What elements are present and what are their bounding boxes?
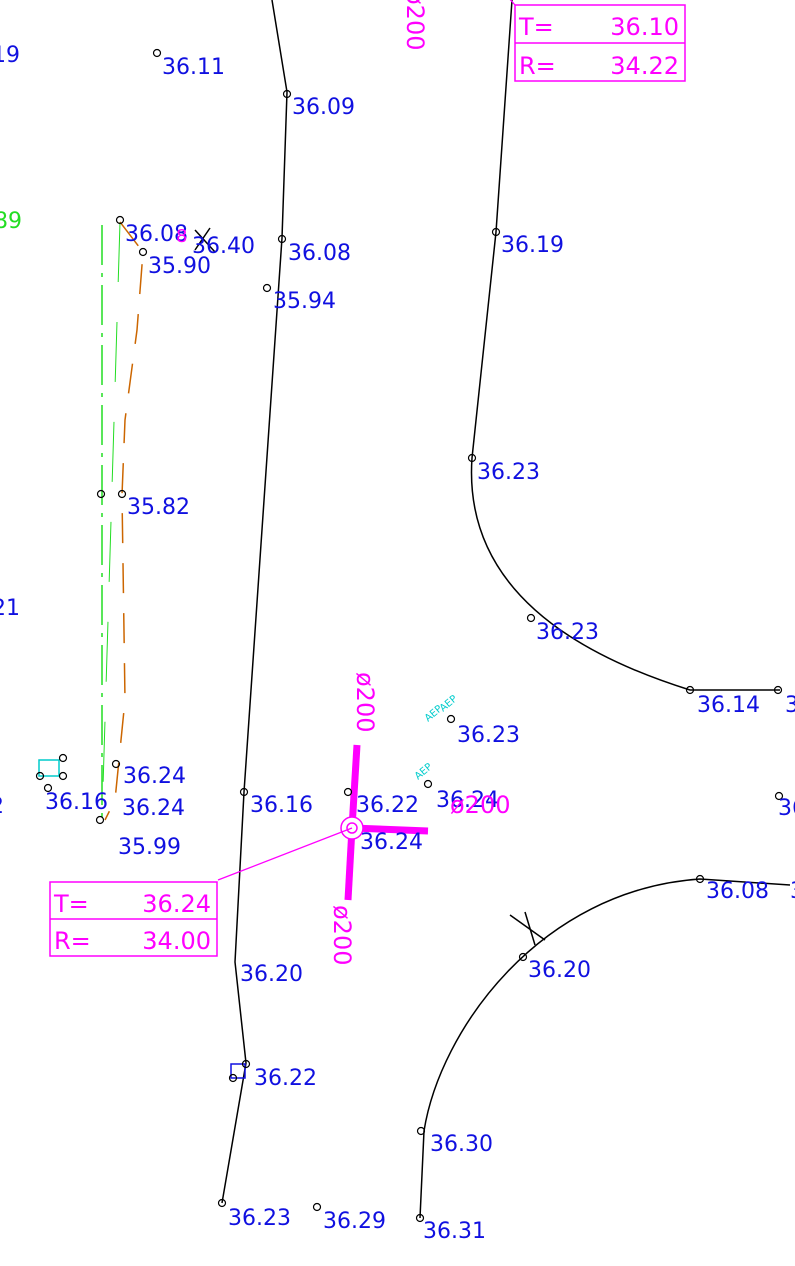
survey-point (60, 773, 67, 780)
elevation-label: 36.19 (501, 233, 564, 258)
pipe-label: ø200 (450, 791, 511, 819)
edge-label: 3 (790, 879, 795, 904)
elevation-label: 35.90 (148, 254, 211, 279)
linework (195, 0, 790, 1218)
elevation-label: 35.82 (127, 495, 190, 520)
survey-point (345, 789, 352, 796)
elevation-label: 35.94 (273, 289, 336, 314)
pipe-label: ø200 (351, 672, 379, 733)
elevation-label: 36.23 (536, 620, 599, 645)
elevation-label: 36.14 (697, 693, 760, 718)
elevation-label: 36.24 (123, 764, 186, 789)
survey-drawing: 1989212336336.1136.0936.0836.4035.9036.0… (0, 0, 795, 1261)
manhole-label: T= (518, 13, 554, 41)
survey-point (98, 491, 105, 498)
survey-point (140, 249, 147, 256)
elevation-label: 36.08 (288, 241, 351, 266)
curb-lines (102, 222, 143, 820)
elevation-label: 36.23 (477, 460, 540, 485)
marker-label: AEP (413, 762, 435, 783)
pipe-label: ø200 (401, 0, 429, 51)
survey-point (448, 716, 455, 723)
elevation-label: 36.20 (240, 962, 303, 987)
manhole-value: 36.10 (610, 13, 679, 41)
marker-label: 8 (176, 226, 187, 247)
elevation-label: 36.30 (430, 1132, 493, 1157)
elevation-label: 36.11 (162, 55, 225, 80)
elevation-label: 36.08 (706, 879, 769, 904)
manhole-label: R= (519, 52, 556, 80)
edge-label: 2 (0, 794, 4, 819)
elevation-label: 36.31 (423, 1219, 486, 1244)
edge-label: 36 (778, 796, 795, 821)
survey-point (264, 285, 271, 292)
elevation-label: 35.99 (118, 835, 181, 860)
manhole-value: 34.00 (142, 927, 211, 955)
survey-point (528, 615, 535, 622)
survey-point (154, 50, 161, 57)
elevation-label: 36.22 (356, 793, 419, 818)
survey-point (97, 817, 104, 824)
elevation-label: 36.20 (528, 958, 591, 983)
elevation-label: 36.09 (292, 95, 355, 120)
elevation-label: 36.24 (122, 796, 185, 821)
elevation-label: 36.29 (323, 1209, 386, 1234)
survey-point (314, 1204, 321, 1211)
elevation-label: 36.23 (457, 723, 520, 748)
manhole-value: 34.22 (610, 52, 679, 80)
manhole-label: T= (53, 890, 89, 918)
edge-label: 3 (785, 693, 795, 718)
edge-label: 19 (0, 43, 20, 68)
survey-point (425, 781, 432, 788)
pipe-label: ø200 (328, 905, 356, 966)
elevation-label: 36.22 (254, 1066, 317, 1091)
edge-label: 21 (0, 596, 20, 621)
manhole-label: R= (54, 927, 91, 955)
survey-point (60, 755, 67, 762)
page: {"edge_labels": [{"text": "19", "color":… (0, 0, 795, 1261)
manhole-value: 36.24 (142, 890, 211, 918)
edge-label: 89 (0, 209, 22, 234)
elevation-label: 36.23 (228, 1206, 291, 1231)
marker-label: AEP (438, 694, 460, 715)
elevation-label: 36.24 (360, 830, 423, 855)
elevation-label: 36.16 (250, 793, 313, 818)
elevation-label: 36.16 (45, 790, 108, 815)
